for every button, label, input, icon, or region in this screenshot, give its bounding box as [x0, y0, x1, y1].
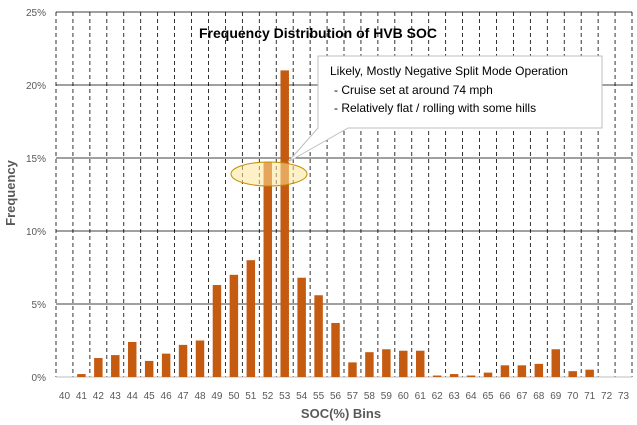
bar: [280, 70, 289, 378]
x-tick-label: 48: [194, 391, 206, 402]
x-tick-label: 46: [161, 391, 173, 402]
annotation: Likely, Mostly Negative Split Mode Opera…: [230, 55, 603, 187]
bar: [314, 295, 323, 377]
x-tick-label: 45: [144, 391, 156, 402]
x-tick-label: 41: [76, 391, 88, 402]
y-tick-label: 0%: [32, 373, 47, 384]
x-tick-label: 52: [262, 391, 274, 402]
x-tick-label: 72: [601, 391, 613, 402]
bar: [195, 340, 205, 377]
bar: [263, 162, 272, 377]
y-tick-label: 15%: [26, 154, 46, 165]
bar: [568, 371, 577, 377]
x-tick-label: 64: [465, 391, 477, 402]
bar: [94, 358, 103, 377]
x-tick-label: 56: [330, 391, 342, 402]
x-tick-label: 62: [432, 391, 444, 402]
x-tick-label: 66: [499, 391, 511, 402]
bar: [246, 260, 256, 377]
x-tick-label: 68: [533, 391, 545, 402]
y-tick-labels: 0% 5% 10% 15% 20% 25%: [26, 8, 46, 384]
bar: [128, 341, 137, 377]
x-tick-label: 61: [415, 391, 427, 402]
bar: [348, 362, 357, 377]
x-tick-label: 53: [279, 391, 291, 402]
y-tick-label: 10%: [26, 227, 46, 238]
bar: [517, 365, 527, 377]
bar: [161, 353, 171, 377]
x-tick-label: 51: [245, 391, 257, 402]
bar: [416, 350, 425, 377]
annotation-line-1: Likely, Mostly Negative Split Mode Opera…: [330, 64, 568, 78]
bar: [77, 374, 86, 377]
bar: [585, 369, 594, 377]
x-axis-title: SOC(%) Bins: [301, 406, 381, 421]
x-tick-label: 44: [127, 391, 139, 402]
bar: [483, 372, 493, 377]
annotation-line-2: - Cruise set at around 74 mph: [334, 83, 493, 97]
bar: [144, 360, 154, 377]
x-tick-label: 70: [567, 391, 579, 402]
bar: [534, 363, 544, 377]
bar: [365, 352, 374, 377]
x-tick-label: 57: [347, 391, 359, 402]
x-tick-label: 63: [449, 391, 461, 402]
bar: [551, 349, 560, 377]
x-tick-label: 73: [618, 391, 630, 402]
bar: [297, 277, 306, 377]
x-tick-label: 71: [584, 391, 596, 402]
x-tick-labels: 40 41 42 43 44 45 46 47 48 49 50 51 52 53 54 55 56 57 58 59…: [59, 391, 630, 402]
bar: [382, 349, 391, 377]
x-tick-label: 67: [516, 391, 528, 402]
bar: [466, 375, 476, 377]
x-tick-label: 40: [59, 391, 71, 402]
x-tick-label: 69: [550, 391, 562, 402]
y-tick-label: 5%: [32, 300, 47, 311]
x-tick-label: 49: [211, 391, 223, 402]
bar: [432, 375, 442, 377]
chart-title: Frequency Distribution of HVB SOC: [199, 25, 437, 41]
x-tick-label: 43: [110, 391, 122, 402]
x-tick-label: 47: [177, 391, 189, 402]
x-tick-label: 50: [228, 391, 240, 402]
annotation-line-3: - Relatively flat / rolling with some hi…: [334, 101, 536, 115]
x-tick-label: 59: [381, 391, 393, 402]
bar: [500, 365, 510, 377]
bars: [77, 70, 594, 378]
x-tick-label: 42: [93, 391, 105, 402]
y-tick-label: 20%: [26, 81, 46, 92]
gridlines: [55, 11, 633, 378]
bar: [331, 322, 340, 377]
x-tick-label: 55: [313, 391, 325, 402]
bar: [212, 285, 222, 377]
bar: [449, 374, 459, 377]
bar: [229, 274, 239, 377]
y-axis-title: Frequency: [3, 159, 18, 226]
callout-bubble: [287, 55, 603, 163]
bar: [111, 355, 120, 377]
bar: [399, 350, 408, 377]
x-tick-label: 65: [482, 391, 494, 402]
highlight-ellipse: [230, 161, 308, 187]
x-tick-label: 54: [296, 391, 308, 402]
bar: [178, 344, 188, 377]
x-tick-label: 58: [364, 391, 376, 402]
y-tick-label: 25%: [26, 8, 46, 19]
x-tick-label: 60: [398, 391, 410, 402]
